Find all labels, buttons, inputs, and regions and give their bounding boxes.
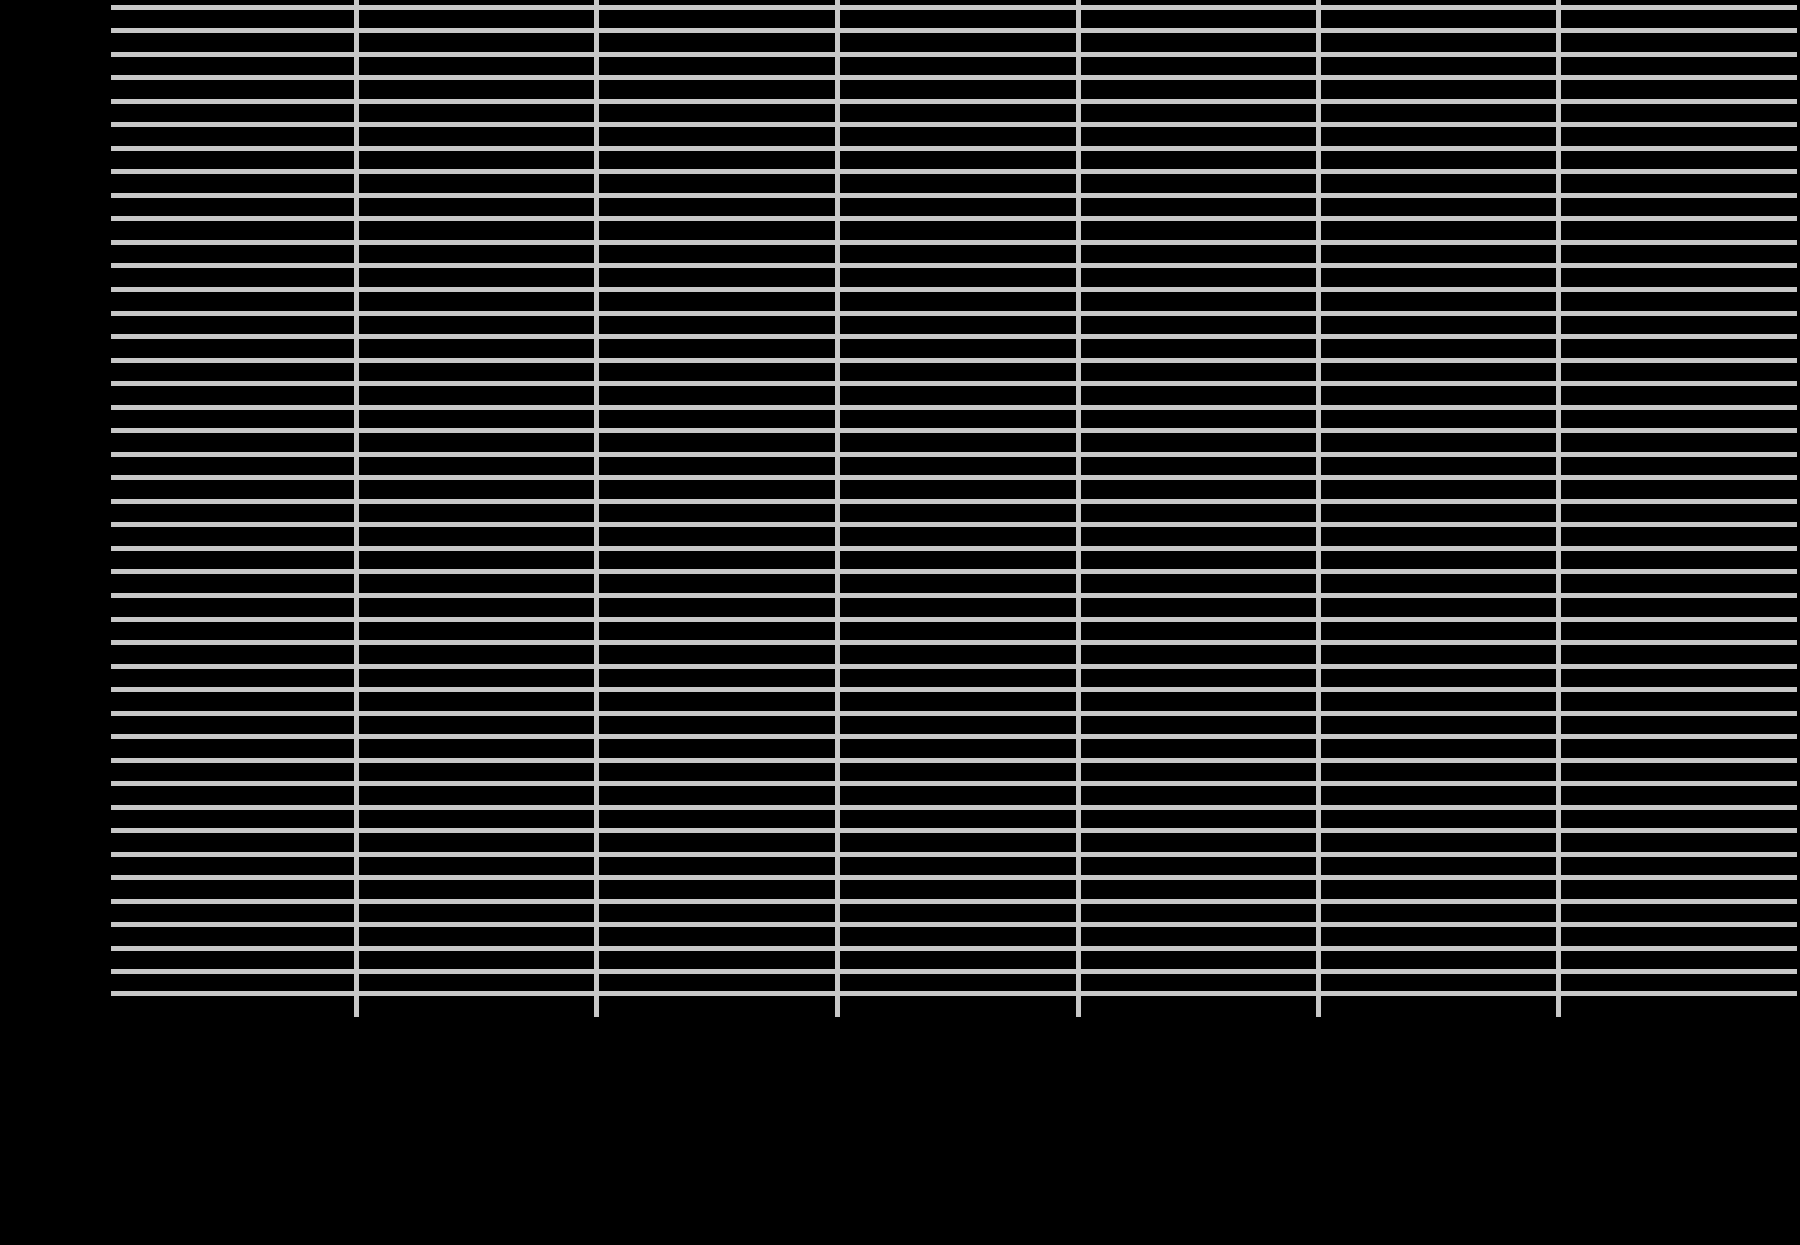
gridline-horizontal xyxy=(111,334,1797,339)
gridline-horizontal xyxy=(111,381,1797,386)
gridline-horizontal xyxy=(111,758,1797,763)
x-tick-mark xyxy=(594,996,599,1017)
gridline-horizontal xyxy=(111,805,1797,810)
gridline-horizontal xyxy=(111,75,1797,80)
gridline-horizontal xyxy=(111,899,1797,904)
x-tick-mark xyxy=(835,996,840,1017)
gridline-vertical xyxy=(835,0,840,996)
gridline-horizontal xyxy=(111,405,1797,410)
gridline-horizontal xyxy=(111,99,1797,104)
gridline-horizontal xyxy=(111,687,1797,692)
gridline-horizontal xyxy=(111,640,1797,645)
gridline-horizontal xyxy=(111,358,1797,363)
gridline-horizontal xyxy=(111,991,1797,996)
gridline-horizontal xyxy=(111,311,1797,316)
gridline-horizontal xyxy=(111,452,1797,457)
gridline-horizontal xyxy=(111,5,1797,10)
gridline-horizontal xyxy=(111,922,1797,927)
gridline-horizontal xyxy=(111,475,1797,480)
gridline-horizontal xyxy=(111,287,1797,292)
gridline-horizontal xyxy=(111,828,1797,833)
gridline-vertical xyxy=(594,0,599,996)
gridline-horizontal xyxy=(111,569,1797,574)
gridline-horizontal xyxy=(111,499,1797,504)
gridline-horizontal xyxy=(111,52,1797,57)
gridline-vertical xyxy=(1556,0,1561,996)
gridline-horizontal xyxy=(111,969,1797,974)
gridline-horizontal xyxy=(111,428,1797,433)
gridline-horizontal xyxy=(111,522,1797,527)
gridline-horizontal xyxy=(111,781,1797,786)
gridline-horizontal xyxy=(111,711,1797,716)
gridline-horizontal xyxy=(111,546,1797,551)
gridline-vertical xyxy=(354,0,359,996)
gridline-horizontal xyxy=(111,216,1797,221)
x-tick-mark xyxy=(354,996,359,1017)
x-tick-mark xyxy=(1316,996,1321,1017)
gridline-horizontal xyxy=(111,664,1797,669)
gridline-horizontal xyxy=(111,946,1797,951)
gridline-horizontal xyxy=(111,240,1797,245)
gridline-horizontal xyxy=(111,852,1797,857)
gridline-horizontal xyxy=(111,593,1797,598)
gridline-horizontal xyxy=(111,169,1797,174)
gridline-horizontal xyxy=(111,875,1797,880)
gridline-vertical xyxy=(1316,0,1321,996)
gridline-horizontal xyxy=(111,263,1797,268)
gridline-horizontal xyxy=(111,193,1797,198)
x-tick-mark xyxy=(1076,996,1081,1017)
gridline-horizontal xyxy=(111,617,1797,622)
gridline-horizontal xyxy=(111,28,1797,33)
gridline-horizontal xyxy=(111,734,1797,739)
x-tick-mark xyxy=(1556,996,1561,1017)
gridline-vertical xyxy=(1076,0,1081,996)
gridline-horizontal xyxy=(111,122,1797,127)
gridline-horizontal xyxy=(111,146,1797,151)
